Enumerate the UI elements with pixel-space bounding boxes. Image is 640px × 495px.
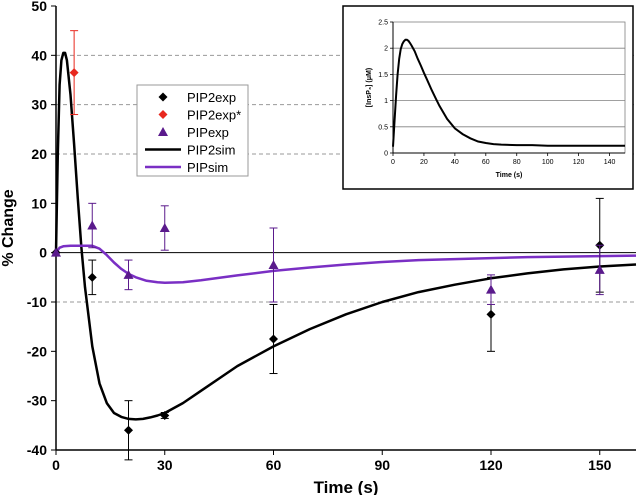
x-tick-label: 30: [157, 457, 173, 473]
y-tick-label: -30: [27, 393, 47, 409]
data-point-pipexp: [87, 220, 98, 230]
legend-label-pip2sim: PIP2sim: [187, 143, 235, 158]
legend: PIP2exp PIP2exp* PIPexp PIP2sim PIPsim: [136, 84, 249, 177]
y-tick-label: 0: [39, 245, 47, 261]
y-tick-label: -20: [27, 343, 47, 359]
inset-x-tick-label: 80: [513, 159, 521, 166]
inset-y-tick-label: 0.5: [378, 124, 388, 131]
x-tick-label: 90: [374, 457, 390, 473]
inset-series-line: [392, 38, 625, 147]
inset-frame: [342, 5, 634, 190]
inset-y-tick-label: 2: [384, 46, 388, 53]
series-line-pip2sim: [54, 51, 637, 421]
inset-x-tick-label: 100: [542, 159, 554, 166]
inset-x-tick-label: 120: [573, 159, 585, 166]
inset-y-axis-title: [InsP₃] (μM): [366, 68, 373, 107]
data-point-pipexp: [486, 284, 496, 294]
y-tick-label: -10: [27, 294, 47, 310]
legend-box: [136, 84, 249, 177]
data-point-pipexp: [268, 260, 279, 269]
legend-swatch-pip2exp-star: [158, 110, 168, 119]
legend-swatch-pipexp: [158, 127, 168, 136]
x-axis-title: Time (s): [314, 478, 379, 495]
inset-y-tick-label: 1: [384, 98, 388, 105]
x-tick-label: 120: [479, 457, 503, 473]
x-tick-label: 60: [266, 457, 282, 473]
inset-x-axis-title: Time (s): [496, 172, 523, 179]
data-point-pip2exp: [269, 334, 278, 344]
x-tick-label: 0: [52, 457, 60, 473]
data-point-pipexp: [594, 264, 605, 274]
x-tick-label: 150: [588, 457, 612, 473]
legend-label-pip2exp: PIP2exp: [187, 90, 236, 105]
data-point-pip2exp: [124, 425, 133, 435]
legend-label-pipsim: PIPsim: [187, 160, 228, 175]
inset-x-tick-label: 40: [451, 159, 459, 166]
series-line-pipsim: [54, 244, 637, 285]
inset-chart: 0 0.5 1 1.5 2 2.5 0 20 40 60 80 100 120 140 Time (s) [I…: [342, 5, 634, 190]
inset-x-tick-label: 60: [482, 159, 490, 166]
data-point-pip2exp: [87, 272, 97, 282]
data-point-pip2exp-star: [69, 68, 79, 78]
data-point-pipexp: [159, 223, 170, 232]
data-point-pipexp: [123, 269, 134, 279]
inset-x-tick-label: 0: [391, 159, 395, 166]
y-tick-label: 40: [31, 47, 47, 63]
y-tick-label: -40: [27, 442, 47, 458]
data-point-pipexp: [51, 247, 61, 257]
y-tick-label: 30: [31, 97, 47, 113]
inset-x-tick-label: 20: [420, 159, 428, 166]
y-axis-title: % Change: [0, 189, 17, 266]
y-tick-label: 50: [31, 0, 47, 14]
inset-y-tick-label: 1.5: [378, 72, 388, 79]
inset-y-tick-label: 0: [384, 151, 388, 158]
inset-y-tick-label: 2.5: [378, 20, 388, 27]
y-tick-label: 10: [31, 195, 47, 211]
data-point-pip2exp: [160, 410, 170, 420]
inset-x-tick-label: 140: [604, 159, 616, 166]
data-point-pip2exp: [486, 309, 496, 319]
legend-label-pipexp: PIPexp: [187, 125, 229, 140]
legend-label-pip2exp-star: PIP2exp*: [187, 108, 241, 123]
legend-swatch-pip2exp: [158, 92, 168, 102]
y-tick-label: 20: [31, 146, 47, 162]
